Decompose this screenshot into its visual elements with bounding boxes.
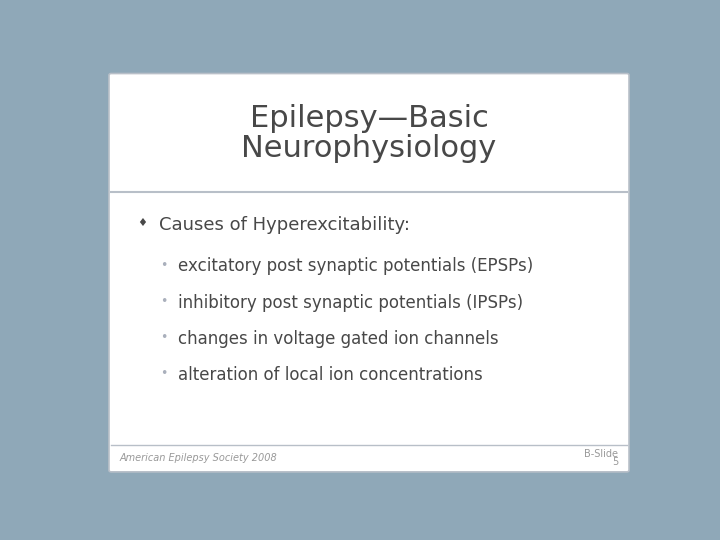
Text: Causes of Hyperexcitability:: Causes of Hyperexcitability: <box>158 216 410 234</box>
Text: 5: 5 <box>612 457 618 467</box>
Text: changes in voltage gated ion channels: changes in voltage gated ion channels <box>178 330 499 348</box>
Text: B-Slide: B-Slide <box>585 449 618 458</box>
Text: Neurophysiology: Neurophysiology <box>241 134 497 163</box>
Text: •: • <box>161 331 168 344</box>
Text: Epilepsy—Basic: Epilepsy—Basic <box>250 104 488 133</box>
Text: excitatory post synaptic potentials (EPSPs): excitatory post synaptic potentials (EPS… <box>178 258 534 275</box>
Text: American Epilepsy Society 2008: American Epilepsy Society 2008 <box>120 453 277 463</box>
Text: ♦: ♦ <box>137 218 147 228</box>
FancyBboxPatch shape <box>109 73 629 472</box>
Text: •: • <box>161 295 168 308</box>
Text: •: • <box>161 259 168 272</box>
Text: alteration of local ion concentrations: alteration of local ion concentrations <box>178 366 483 384</box>
Text: inhibitory post synaptic potentials (IPSPs): inhibitory post synaptic potentials (IPS… <box>178 294 523 312</box>
Text: •: • <box>161 367 168 380</box>
